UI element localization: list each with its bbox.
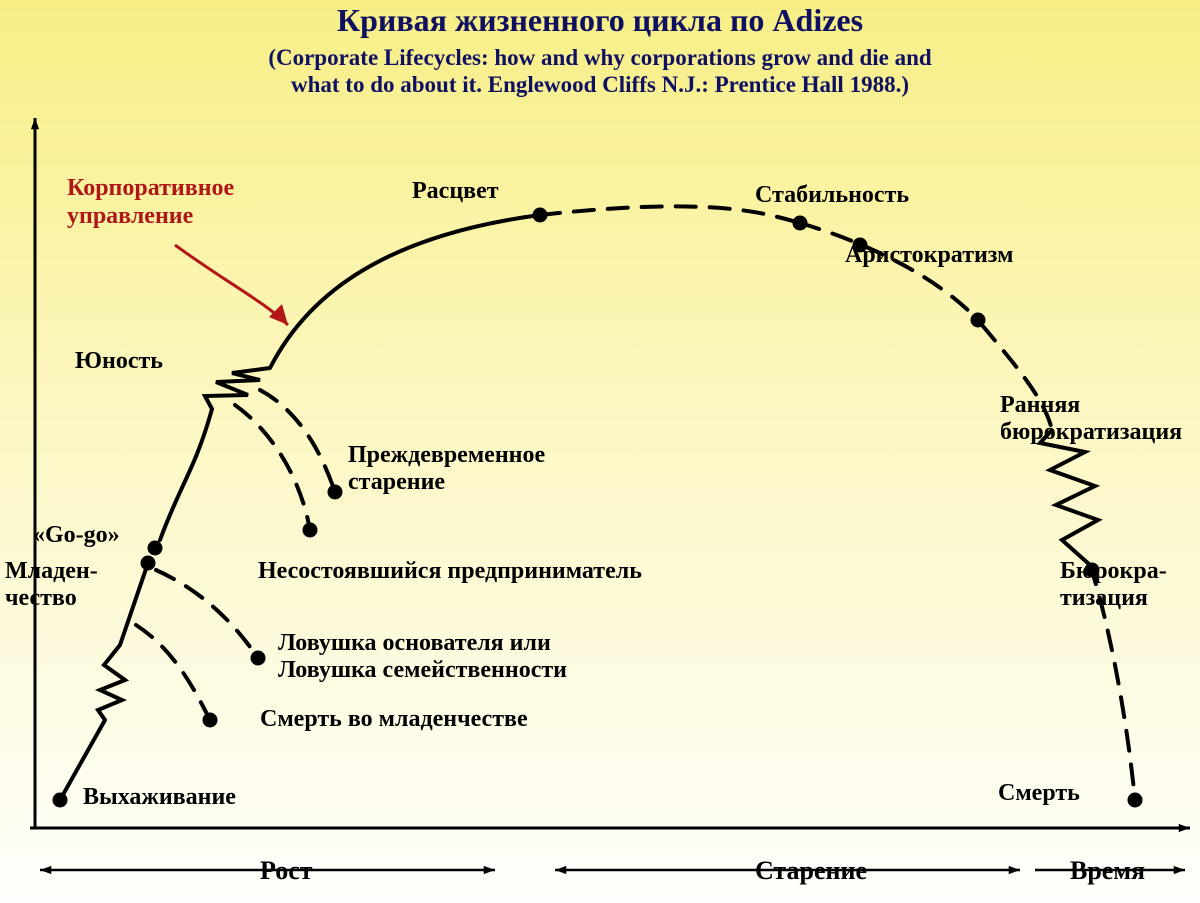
founder-trap-label: Ловушка основателя или Ловушка семействе… [278,630,567,684]
aristocracy-label: Аристократизм [845,242,1013,269]
corporate-governance-annotation: Корпоративное управление [67,175,234,230]
axis-label-growth: Рост [260,856,313,885]
prime-label: Расцвет [412,178,499,205]
premature-label: Преждевременное старение [348,442,545,496]
adolescence-label: Юность [75,348,163,375]
unfulfilled-label: Несостоявшийся предприниматель [258,558,642,585]
infancy-label: Младен- чество [5,558,98,612]
gogo-label: «Go-go» [33,522,120,549]
axis-label-time: Время [1070,856,1145,885]
axis-label-aging: Старение [755,856,867,885]
courtship-label: Выхаживание [83,784,236,811]
lifecycle-chart [0,0,1200,903]
early-bureau-label: Ранняя бюрократизация [1000,392,1182,446]
death-label: Смерть [998,780,1080,807]
bureau-label: Бюрокра- тизация [1060,558,1167,612]
death-infancy-label: Смерть во младенчестве [260,706,528,733]
stable-label: Стабильность [755,182,909,209]
